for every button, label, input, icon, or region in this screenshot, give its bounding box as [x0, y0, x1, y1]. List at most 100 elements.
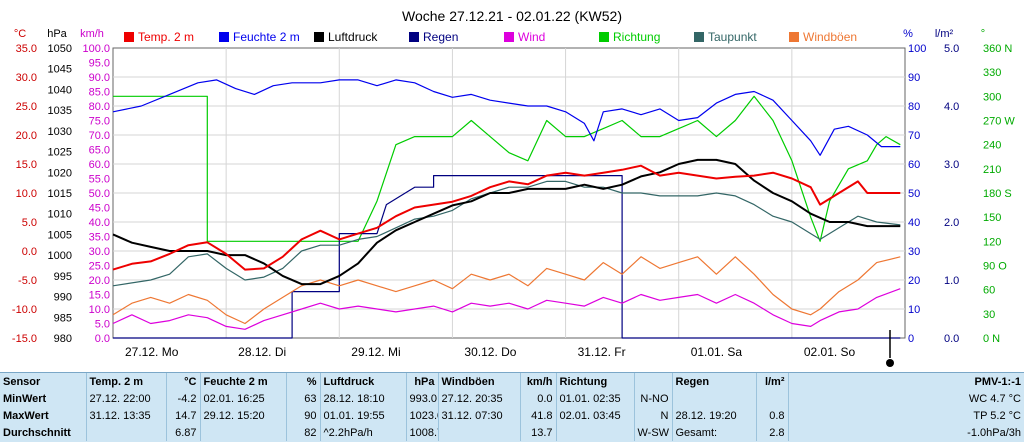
- direction-time: 02.01. 03:45: [555, 407, 634, 424]
- header-pressure-unit: hPa: [405, 373, 438, 390]
- tick-label-kmh: 85.0: [89, 87, 110, 99]
- legend-label: Taupunkt: [708, 30, 757, 44]
- tick-label-pct: 60: [908, 159, 920, 171]
- legend-label: Richtung: [613, 30, 660, 44]
- tick-label-temp: -5.0: [18, 275, 37, 287]
- tick-label-kmh: 80.0: [89, 101, 110, 113]
- temp-time: 27.12. 22:00: [85, 390, 166, 407]
- series-line: [112, 288, 901, 330]
- axis-unit-pct: %: [903, 28, 913, 40]
- axis-units: °C hPa km/h% l/m² °: [14, 28, 985, 40]
- series-line: [112, 164, 901, 271]
- temp-time: [85, 424, 166, 441]
- legend-label: Luftdruck: [328, 30, 378, 44]
- legend-swatch: [409, 32, 419, 42]
- tick-label-dir: 360 N: [983, 43, 1012, 55]
- tick-label-dir: 270 W: [983, 116, 1015, 128]
- direction-value: W-SW: [633, 424, 672, 441]
- pressure-trend: ^2.2hPa/h: [319, 424, 406, 441]
- statistics-panel: Sensor Temp. 2 m °C Feuchte 2 m % Luftdr…: [0, 372, 1024, 442]
- x-tick-label: 31.12. Fr: [578, 345, 626, 359]
- tick-label-hpa: 1040: [48, 84, 72, 96]
- tick-label-pct: 80: [908, 101, 920, 113]
- direction-time: 01.01. 02:35: [555, 390, 634, 407]
- row-label: Durchschnitt: [3, 426, 71, 439]
- gust-time: 31.12. 07:30: [437, 407, 520, 424]
- header-temp: Temp. 2 m: [85, 373, 166, 390]
- humidity-time: 02.01. 16:25: [199, 390, 286, 407]
- row-label: MaxWert: [3, 409, 49, 422]
- gust-value: 41.8: [519, 407, 556, 424]
- temp-time: 31.12. 13:35: [85, 407, 166, 424]
- tick-label-dir: 300: [983, 91, 1001, 103]
- series-line: [112, 158, 901, 286]
- legend-swatch: [219, 32, 229, 42]
- stats-row-average: Durchschnitt 6.87 82 ^2.2hPa/h 1008.7 13…: [0, 424, 1024, 441]
- tick-label-kmh: 20.0: [89, 275, 110, 287]
- tick-label-dir: 90 O: [983, 261, 1007, 273]
- header-pmv: PMV-1:-1: [787, 373, 1024, 390]
- tick-label-temp: 35.0: [16, 43, 37, 55]
- humidity-time: 29.12. 15:20: [199, 407, 286, 424]
- temp-value: -4.2: [165, 390, 200, 407]
- tick-label-dir: 180 S: [983, 188, 1012, 200]
- tick-label-pct: 90: [908, 72, 920, 84]
- x-tick-label: 30.12. Do: [464, 345, 516, 359]
- tick-label-temp: 15.0: [16, 159, 37, 171]
- rain-time: [671, 390, 756, 407]
- tick-label-hpa: 1015: [48, 188, 72, 200]
- pmv-value: -1.0hPa/3h: [787, 424, 1024, 441]
- tick-label-rain: 2.0: [944, 217, 959, 229]
- gust-time: 27.12. 20:35: [437, 390, 520, 407]
- header-direction: Richtung: [555, 373, 634, 390]
- legend-label: Feuchte 2 m: [233, 30, 300, 44]
- pmv-value: WC 4.7 °C: [787, 390, 1024, 407]
- gust-time: [437, 424, 520, 441]
- stats-header-row: Sensor Temp. 2 m °C Feuchte 2 m % Luftdr…: [0, 373, 1024, 390]
- tick-label-kmh: 5.0: [95, 319, 110, 331]
- tick-label-dir: 0 N: [983, 333, 1000, 345]
- tick-label-pct: 100: [908, 43, 926, 55]
- tick-label-hpa: 995: [54, 271, 72, 283]
- axis-unit-rain: l/m²: [935, 28, 954, 40]
- header-rain: Regen: [671, 373, 756, 390]
- tick-label-rain: 1.0: [944, 275, 959, 287]
- weather-chart: Woche 27.12.21 - 02.01.22 (KW52) °C hPa km…: [11, 8, 1016, 367]
- x-axis-labels: 27.12. Mo 28.12. Di 29.12. Mi 30.12. Do 31.1…: [125, 345, 856, 359]
- tick-label-kmh: 90.0: [89, 72, 110, 84]
- x-tick-label: 02.01. So: [804, 345, 856, 359]
- tick-label-pct: 0: [908, 333, 914, 345]
- tick-label-hpa: 990: [54, 292, 72, 304]
- tick-label-rain: 5.0: [944, 43, 959, 55]
- tick-label-kmh: 65.0: [89, 145, 110, 157]
- tick-label-temp: -15.0: [12, 333, 37, 345]
- tick-label-pct: 50: [908, 188, 920, 200]
- tick-label-kmh: 0.0: [95, 333, 110, 345]
- direction-value: N-NO: [633, 390, 672, 407]
- tick-label-kmh: 40.0: [89, 217, 110, 229]
- stats-row-max: MaxWert 31.12. 13:35 14.7 29.12. 15:20 9…: [0, 407, 1024, 424]
- tick-label-kmh: 70.0: [89, 130, 110, 142]
- tick-label-kmh: 100.0: [82, 43, 110, 55]
- direction-value: N: [633, 407, 672, 424]
- tick-label-kmh: 15.0: [89, 290, 110, 302]
- pressure-time: 28.12. 18:10: [319, 390, 406, 407]
- tick-label-hpa: 985: [54, 312, 72, 324]
- tick-label-hpa: 1010: [48, 209, 72, 221]
- humidity-value: 90: [285, 407, 320, 424]
- header-humidity-unit: %: [285, 373, 320, 390]
- header-sensor: Sensor: [3, 375, 41, 388]
- tick-label-dir: 30: [983, 309, 995, 321]
- legend-label: Windböen: [803, 30, 857, 44]
- humidity-time: [199, 424, 286, 441]
- axis-ticks: 35.0 30.0 25.0 20.0 15.0 10.0 5.0 0.0 -5.0 -10.0 -…: [12, 43, 1015, 345]
- x-tick-label: 01.01. Sa: [691, 345, 743, 359]
- tick-label-hpa: 1045: [48, 64, 72, 76]
- tick-label-dir: 150: [983, 212, 1001, 224]
- tick-label-kmh: 75.0: [89, 116, 110, 128]
- stats-row-min: MinWert 27.12. 22:00 -4.2 02.01. 16:25 6…: [0, 390, 1024, 407]
- axis-unit-temp: °C: [14, 28, 26, 40]
- legend-label: Regen: [423, 30, 458, 44]
- rain-value: [755, 390, 788, 407]
- tick-label-pct: 10: [908, 304, 920, 316]
